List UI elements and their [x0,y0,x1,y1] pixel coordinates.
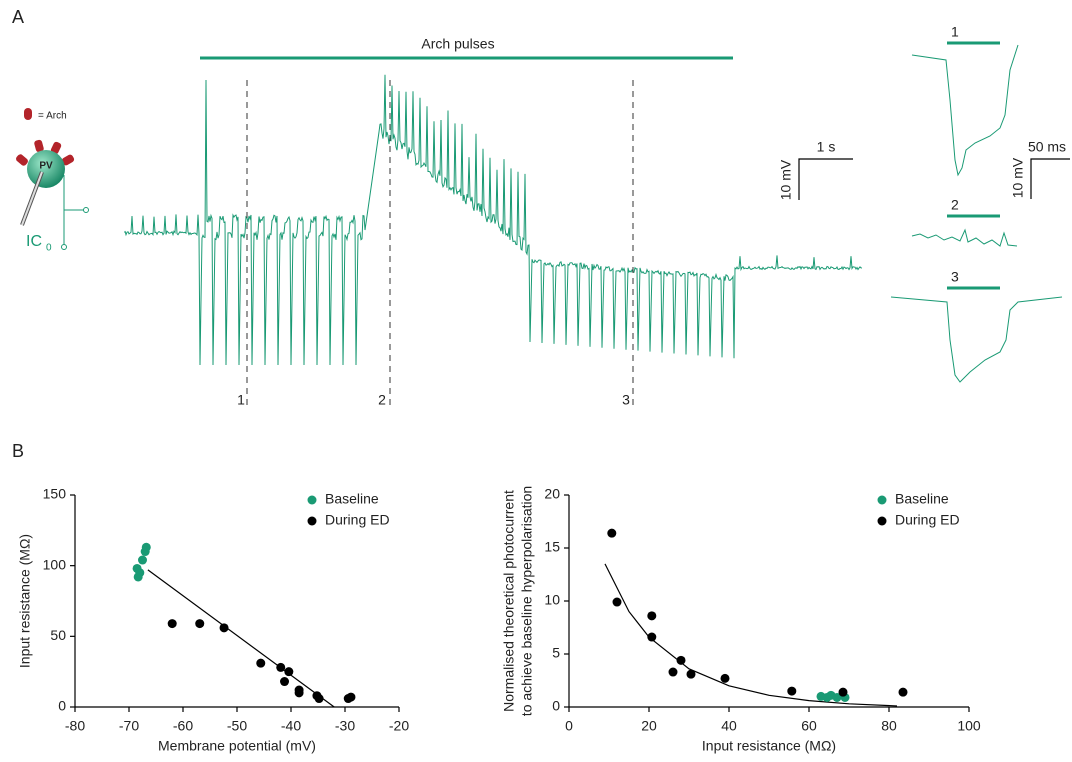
data-point [668,667,678,677]
data-point [612,597,622,607]
data-point [276,662,286,672]
y-tick-label: 50 [50,627,66,643]
opsin-icon [24,108,32,120]
data-point [607,528,617,538]
scale-voltage: 10 mV [778,159,794,200]
data-point [647,632,657,642]
timepoint-label: 2 [378,392,386,408]
data-point [346,692,356,702]
inset-label: 1 [951,24,959,40]
data-point [676,655,686,665]
data-point [141,542,151,552]
y-tick-label: 5 [552,645,560,661]
y-tick-label: 15 [544,539,560,555]
inset-label: 3 [951,269,959,285]
legend-label: Baseline [325,491,379,507]
legend-marker [877,516,887,526]
legend-marker [307,495,317,505]
x-tick-label: -50 [227,718,247,734]
inset-label: 2 [951,197,959,213]
data-point [838,687,848,697]
y-axis-label: Input resistance (MΩ) [17,534,33,668]
data-point [314,694,324,704]
data-point [138,555,147,565]
data-point [135,568,145,578]
data-point [898,687,908,697]
y-tick-label: 100 [43,556,67,572]
timepoint-label: 1 [237,392,245,408]
x-tick-label: -80 [65,718,85,734]
scale-time: 50 ms [1028,139,1066,155]
scale-time: 1 s [817,139,836,155]
fit-line [147,569,335,708]
legend-label: Baseline [895,491,949,507]
data-point [167,619,177,629]
timepoint-label: 3 [622,392,630,408]
y-tick-label: 20 [544,486,560,502]
legend-marker [877,495,887,505]
data-point [195,619,205,629]
inset-trace [911,228,1018,247]
data-point [787,686,797,696]
x-axis-label: Membrane potential (mV) [158,738,316,754]
x-tick-label: 20 [641,718,657,734]
inset-trace [911,44,1019,177]
x-tick-label: -30 [335,718,355,734]
x-tick-label: 80 [881,718,897,734]
data-point [832,692,842,702]
x-tick-label: 60 [801,718,817,734]
stimulus-label: Arch pulses [421,36,494,52]
x-tick-label: -20 [389,718,409,734]
y-tick-label: 0 [58,698,66,714]
y-tick-label: 10 [544,592,560,608]
panel-a: A Arch pulses = Arch PV IC 0 1 2 3 1 [12,7,1070,408]
x-tick-label: -60 [173,718,193,734]
voltage-trace [124,74,863,366]
cell-icon [16,139,89,250]
x-axis-label: Input resistance (MΩ) [702,738,836,754]
y-axis-label: Normalised theoretical photocurrent [501,490,517,712]
data-point [294,688,304,698]
data-point [686,669,696,679]
data-point [647,611,657,621]
y-axis-label: to achieve baseline hyperpolarisation [519,486,535,716]
y-tick-label: 150 [43,486,67,502]
recording-mode: IC [26,233,42,250]
inset-trace [890,296,1063,383]
legend-marker [307,516,317,526]
x-tick-label: -40 [281,718,301,734]
scale-voltage: 10 mV [1010,157,1026,198]
data-point [284,667,294,677]
y-tick-label: 0 [552,698,560,714]
fit-line [604,563,898,707]
panel-label: B [12,441,24,461]
legend-label: During ED [895,512,960,528]
legend-label: During ED [325,512,390,528]
x-tick-label: 40 [721,718,737,734]
cell-label: PV [39,161,53,172]
data-point [720,673,730,683]
panel-label: A [12,7,24,27]
scale-bar [798,158,853,200]
opsin-legend: = Arch [38,111,67,122]
data-point [219,623,229,633]
data-point [280,677,290,687]
recording-mode-subscript: 0 [46,243,52,254]
scale-bar [1030,158,1070,199]
x-tick-label: 0 [565,718,573,734]
x-tick-label: -70 [119,718,139,734]
data-point [256,658,266,668]
x-tick-label: 100 [957,718,981,734]
